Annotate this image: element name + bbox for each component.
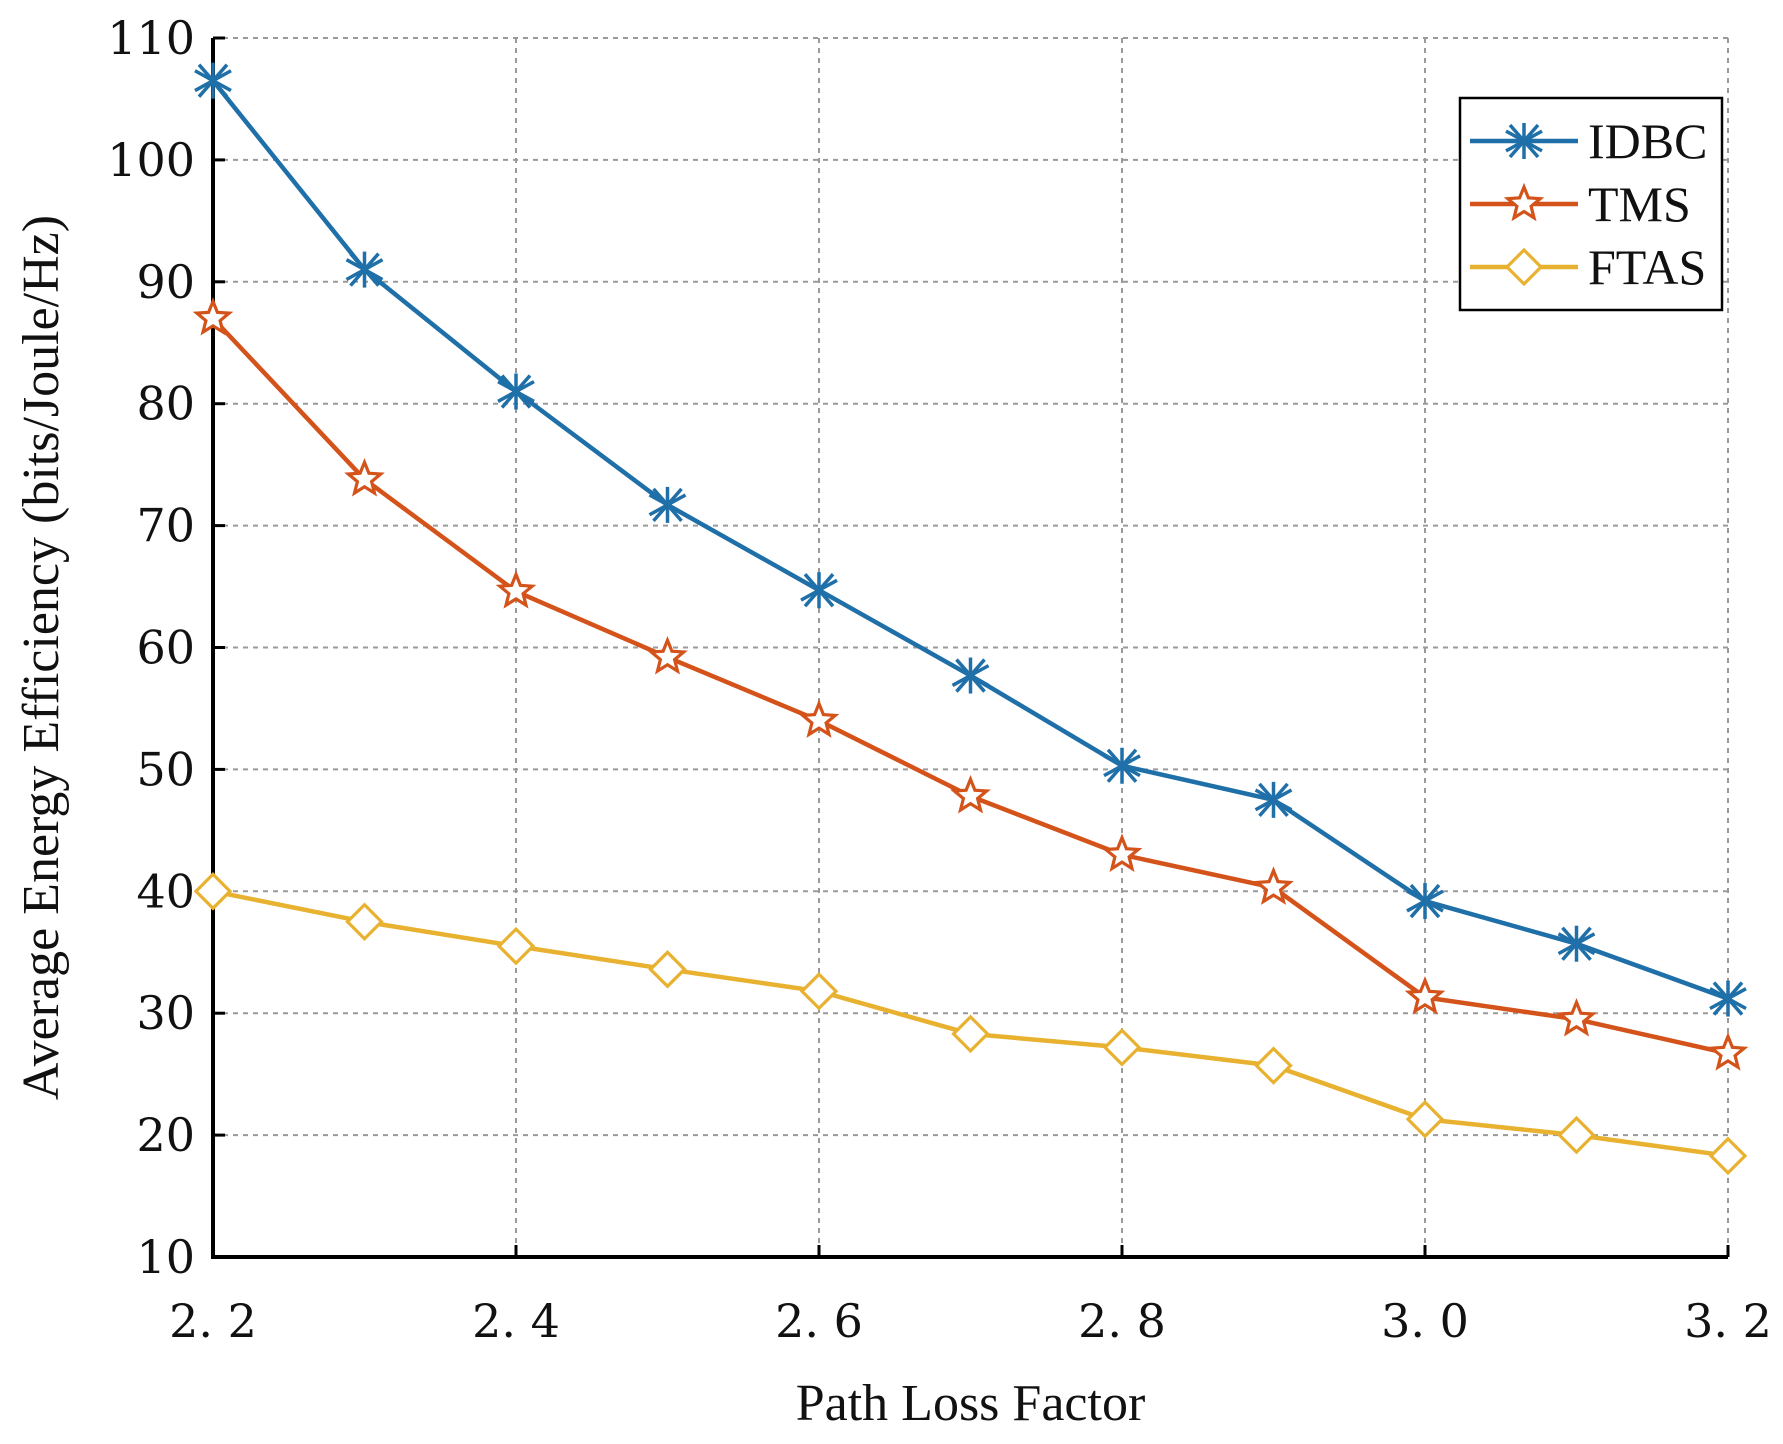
y-tick-label: 30 [136, 986, 195, 1040]
data-point-ftas [496, 926, 536, 966]
x-tick-label: 2. 4 [472, 1294, 560, 1348]
x-tick-label: 3. 2 [1684, 1294, 1772, 1348]
legend-marker-idbc [1505, 123, 1543, 159]
ticks: 10 20 30 40 50 60 70 80 90 100 110 2. 2 2. 4 2. 6 2. 8… [107, 11, 1772, 1348]
x-tick-label: 2. 6 [775, 1294, 863, 1348]
y-tick-label: 90 [136, 255, 195, 309]
x-axis-title: Path Loss Factor [796, 1375, 1146, 1432]
legend-item-ftas: FTAS [1470, 239, 1706, 295]
data-point-tms [1707, 1032, 1749, 1071]
legend-marker-tms [1503, 182, 1545, 222]
data-point-tms [1101, 833, 1143, 872]
data-point-idbc [345, 251, 384, 288]
data-point-ftas [1557, 1115, 1596, 1155]
y-tick-label: 80 [136, 377, 195, 431]
data-point-ftas [648, 950, 687, 989]
data-point-idbc [1254, 781, 1293, 818]
data-point-ftas [951, 1014, 990, 1054]
y-axis-title: Average Energy Efficiency (bits/Joule/Hz… [13, 215, 70, 1100]
y-tick-label: 20 [136, 1108, 195, 1162]
data-point-idbc [1709, 980, 1747, 1017]
data-point-idbc [1406, 883, 1444, 920]
data-point-idbc [800, 572, 838, 609]
data-point-idbc [497, 373, 535, 410]
data-point-tms [1556, 998, 1597, 1037]
legend-item-idbc: IDBC [1470, 113, 1707, 169]
marker-stroke [1508, 123, 1540, 159]
series-idbc [194, 62, 1747, 1017]
data-point-idbc [1557, 925, 1596, 962]
marker-stroke [349, 252, 380, 287]
series-group [192, 62, 1749, 1176]
x-tick-label: 2. 2 [169, 1294, 257, 1348]
marker-stroke [197, 63, 229, 98]
x-tick-label: 3. 0 [1381, 1294, 1469, 1348]
data-point-tms [344, 458, 385, 497]
data-point-tms [1253, 866, 1294, 905]
marker-stroke [803, 573, 835, 608]
y-tick-label: 100 [107, 133, 195, 187]
data-point-ftas [1405, 1099, 1445, 1139]
data-point-ftas [345, 902, 384, 942]
data-point-idbc [951, 657, 990, 694]
data-point-ftas [1102, 1028, 1142, 1067]
legend-item-tms: TMS [1470, 176, 1691, 232]
data-point-tms [192, 297, 234, 336]
y-tick-label: 60 [136, 621, 195, 675]
data-point-idbc [648, 486, 687, 523]
y-tick-label: 40 [136, 864, 195, 918]
legend-label-ftas: FTAS [1588, 239, 1706, 295]
y-tick-label: 110 [107, 11, 195, 65]
y-tick-label: 50 [136, 742, 195, 796]
data-point-tms [647, 636, 688, 675]
marker-stroke [955, 658, 986, 693]
legend-label-idbc: IDBC [1588, 113, 1707, 169]
data-point-ftas [1708, 1136, 1748, 1176]
data-point-tms [798, 699, 840, 738]
data-point-tms [1404, 976, 1446, 1015]
data-point-tms [495, 570, 537, 609]
data-point-idbc [194, 62, 232, 99]
legend: IDBC TMS FTAS [1458, 96, 1724, 312]
data-point-ftas [193, 872, 233, 911]
legend-marker-ftas [1504, 247, 1544, 287]
marker-stroke [1106, 748, 1138, 783]
series-ftas [193, 872, 1748, 1176]
data-point-idbc [1103, 747, 1141, 784]
marker-stroke [652, 487, 683, 523]
y-tick-label: 10 [136, 1230, 195, 1284]
marker-stroke [1712, 981, 1744, 1016]
marker-stroke [500, 374, 532, 409]
series-tms [192, 297, 1749, 1071]
data-point-ftas [1254, 1046, 1293, 1085]
data-point-tms [950, 774, 991, 814]
marker-stroke [1561, 926, 1592, 961]
marker-stroke [1409, 883, 1441, 919]
legend-label-tms: TMS [1588, 176, 1691, 232]
x-tick-label: 2. 8 [1078, 1294, 1166, 1348]
marker-stroke [1258, 782, 1289, 818]
data-point-ftas [799, 971, 839, 1011]
y-tick-label: 70 [136, 499, 195, 553]
